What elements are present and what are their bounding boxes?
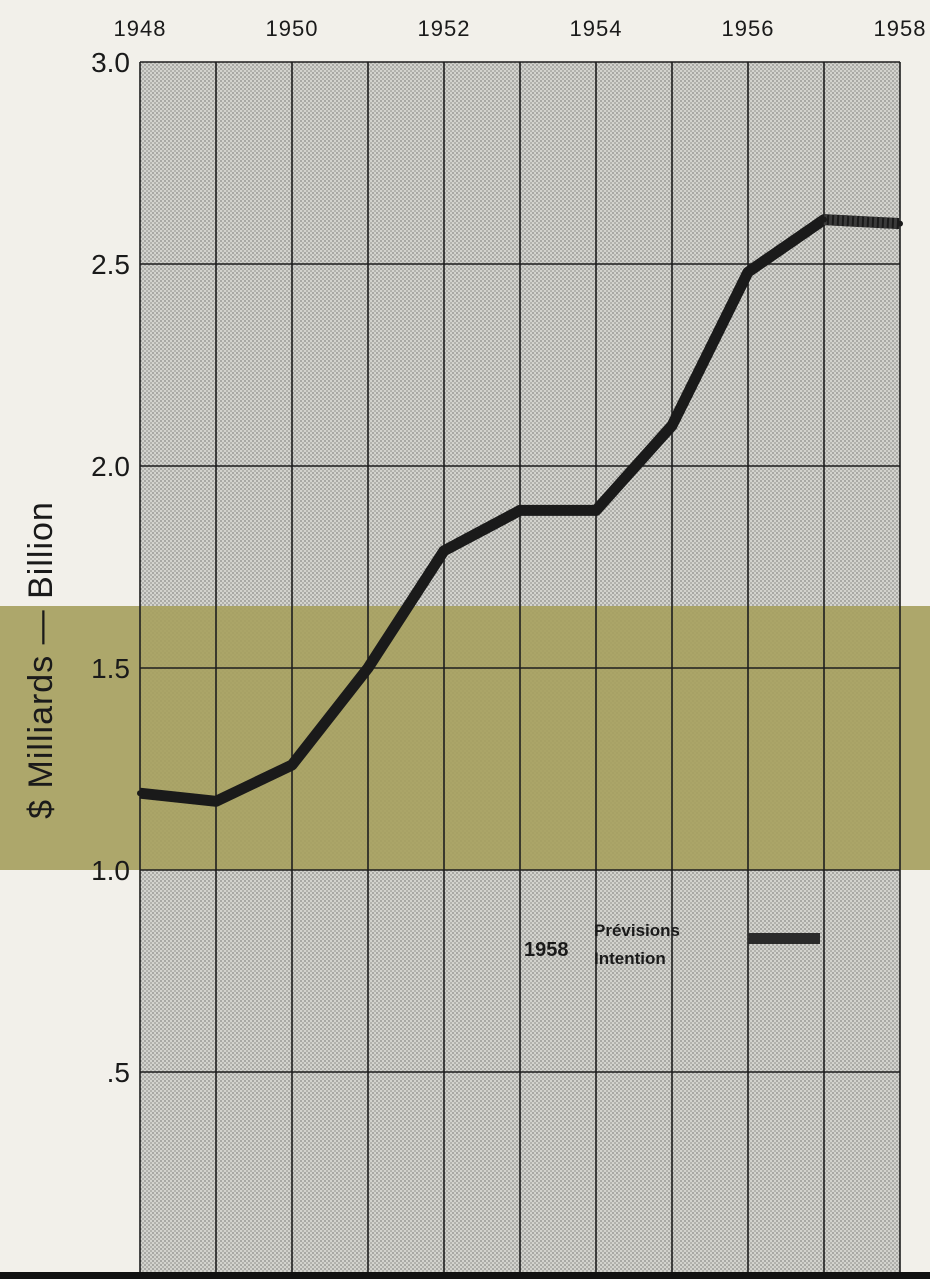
y-tick-label: 1.5 [91, 653, 130, 684]
y-tick-label: 1.0 [91, 855, 130, 886]
y-axis-ticks: 3.0 2.5 2.0 1.5 1.0 .5 [91, 47, 130, 1088]
data-point [289, 761, 295, 768]
data-point [213, 798, 219, 805]
data-point [517, 507, 523, 514]
y-tick-label: 2.5 [91, 249, 130, 280]
y-axis-label: $ Milliards — Billion [22, 501, 60, 819]
x-axis-ticks: 1948 1950 1952 1954 1956 1958 [114, 16, 927, 41]
x-tick-label: 1948 [114, 16, 167, 41]
legend-previsions: Prévisions [594, 921, 680, 940]
x-tick-label: 1956 [722, 16, 775, 41]
data-point [821, 216, 827, 223]
series-points [137, 216, 903, 805]
data-point [593, 507, 599, 514]
legend: 1958 Prévisions Intention [524, 921, 820, 968]
x-tick-label: 1950 [266, 16, 319, 41]
highlight-band [0, 606, 930, 870]
data-point [669, 422, 675, 429]
x-tick-label: 1958 [874, 16, 927, 41]
y-tick-label: 2.0 [91, 451, 130, 482]
legend-intention: Intention [594, 949, 666, 968]
legend-swatch [748, 933, 820, 944]
data-point [897, 220, 903, 227]
x-tick-label: 1954 [570, 16, 623, 41]
y-tick-label: 3.0 [91, 47, 130, 78]
bottom-edge [0, 1272, 930, 1279]
x-tick-label: 1952 [418, 16, 471, 41]
data-point [365, 665, 371, 671]
legend-year: 1958 [524, 939, 569, 961]
data-point [441, 547, 447, 554]
grid [139, 61, 901, 1272]
y-tick-label: .5 [107, 1057, 130, 1088]
data-point [137, 790, 143, 797]
forecast-segment [823, 214, 901, 230]
data-point [745, 269, 751, 276]
